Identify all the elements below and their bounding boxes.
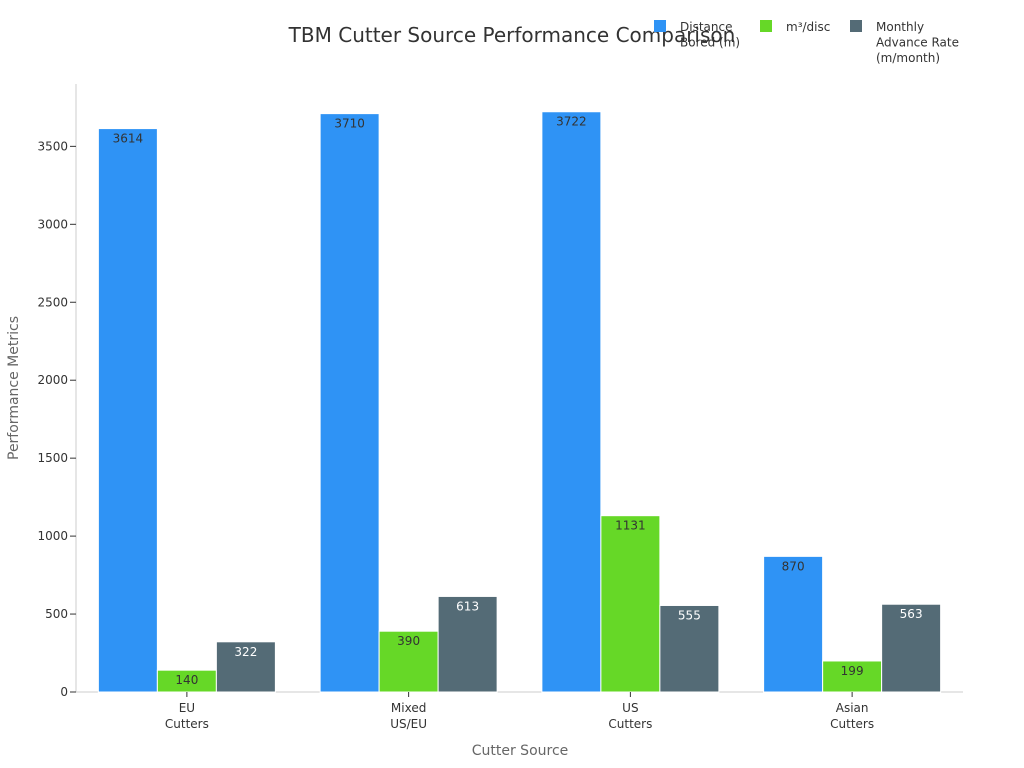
legend: Distance Bored (m) m³/disc Monthly Advance R…: [654, 20, 959, 65]
bar: [881, 603, 942, 693]
y-tick-label: 3000: [37, 217, 68, 231]
bar: [763, 555, 824, 693]
x-tick-label-line: US: [622, 701, 638, 715]
data-label: 140: [175, 673, 198, 687]
legend-label-line: Distance: [680, 20, 732, 34]
y-tick-label: 2500: [37, 295, 68, 309]
y-tick-label: 3500: [37, 139, 68, 153]
legend-label-line: Advance Rate: [876, 36, 959, 50]
x-tick-label-line: EU: [179, 701, 195, 715]
data-label: 199: [841, 664, 864, 678]
data-label: 3722: [556, 115, 587, 129]
chart-title: TBM Cutter Source Performance Comparison: [288, 23, 736, 47]
bar: [659, 604, 720, 693]
y-tick-label: 1500: [37, 451, 68, 465]
x-tick-label: US Cutters: [608, 701, 652, 731]
x-tick-label-line: Asian: [836, 701, 869, 715]
x-tick-label-line: Cutters: [830, 717, 874, 731]
y-tick-label: 2000: [37, 373, 68, 387]
bar: [437, 595, 498, 693]
x-tick-label-line: US/EU: [390, 717, 427, 731]
data-label: 563: [900, 607, 923, 621]
bar: [319, 113, 380, 693]
data-label: 390: [397, 634, 420, 648]
legend-label-line: (m/month): [876, 51, 940, 65]
legend-swatch: [760, 20, 772, 32]
legend-swatch: [654, 20, 666, 32]
legend-label-line: m³/disc: [786, 20, 830, 34]
data-label: 322: [234, 645, 257, 659]
y-tick-label: 500: [45, 607, 68, 621]
y-tick-label: 1000: [37, 529, 68, 543]
bar: [600, 515, 661, 693]
legend-label-line: Monthly: [876, 20, 924, 34]
x-tick-label-line: Cutters: [165, 717, 209, 731]
data-label: 555: [678, 608, 701, 622]
x-tick-label: EU Cutters: [165, 701, 209, 731]
legend-label: m³/disc: [786, 20, 830, 34]
data-label: 3614: [113, 132, 144, 146]
data-label: 870: [782, 559, 805, 573]
bar: [822, 660, 883, 693]
legend-label: Monthly Advance Rate (m/month): [876, 20, 959, 65]
x-tick-label-line: Cutters: [608, 717, 652, 731]
data-label: 3710: [334, 117, 365, 131]
data-label: 1131: [615, 519, 646, 533]
bar: [97, 128, 158, 693]
legend-label-line: Bored (m): [680, 36, 740, 50]
legend-swatch: [850, 20, 862, 32]
y-tick-label: 0: [60, 685, 68, 699]
x-tick-label: Asian Cutters: [830, 701, 874, 731]
plot-area: 0 500 1000 1500 2000 2500 3000 3500 3614 140 322 EU…: [37, 84, 963, 731]
x-tick-label-line: Mixed: [391, 701, 426, 715]
data-label: 613: [456, 599, 479, 613]
x-tick-label: Mixed US/EU: [390, 701, 427, 731]
legend-label: Distance Bored (m): [680, 20, 740, 50]
bar: [541, 111, 602, 693]
x-axis-title: Cutter Source: [472, 743, 569, 759]
y-axis-title: Performance Metrics: [6, 316, 22, 460]
bar: [215, 641, 276, 693]
